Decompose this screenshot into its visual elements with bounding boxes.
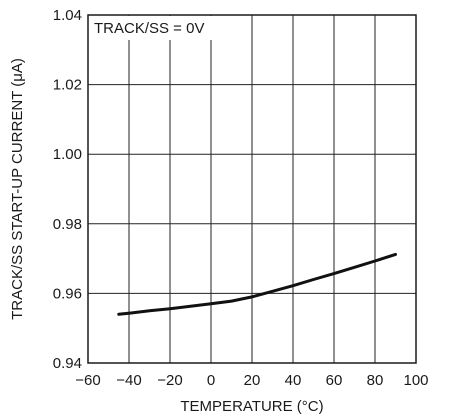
x-tick-label: 60	[326, 372, 343, 389]
annotation-label: TRACK/SS = 0V	[94, 20, 204, 37]
x-tick-label: 20	[244, 372, 261, 389]
y-tick-label: 0.96	[53, 285, 82, 302]
y-tick-labels: 0.94 0.96 0.98 1.00 1.02 1.04	[53, 7, 82, 372]
x-tick-label: 100	[403, 372, 428, 389]
y-tick-label: 1.02	[53, 77, 82, 94]
x-tick-label: 40	[285, 372, 302, 389]
annotation-background	[89, 16, 215, 40]
x-axis-title: TEMPERATURE (°C)	[180, 398, 323, 415]
x-tick-label: 0	[207, 372, 215, 389]
x-tick-label: 80	[367, 372, 384, 389]
y-axis-title: TRACK/SS START-UP CURRENT (μA)	[9, 58, 26, 320]
x-tick-label: −60	[75, 372, 100, 389]
y-tick-label: 0.94	[53, 355, 82, 372]
series-line	[117, 252, 397, 316]
x-tick-label: −40	[116, 372, 141, 389]
x-tick-labels: −60 −40 −20 0 20 40 60 80 100	[75, 372, 428, 389]
series-layer	[117, 252, 397, 316]
grid	[88, 15, 416, 363]
plot-frame	[87, 14, 417, 364]
y-tick-label: 1.00	[53, 146, 82, 163]
y-tick-label: 1.04	[53, 7, 82, 24]
x-tick-label: −20	[157, 372, 182, 389]
y-tick-label: 0.98	[53, 216, 82, 233]
